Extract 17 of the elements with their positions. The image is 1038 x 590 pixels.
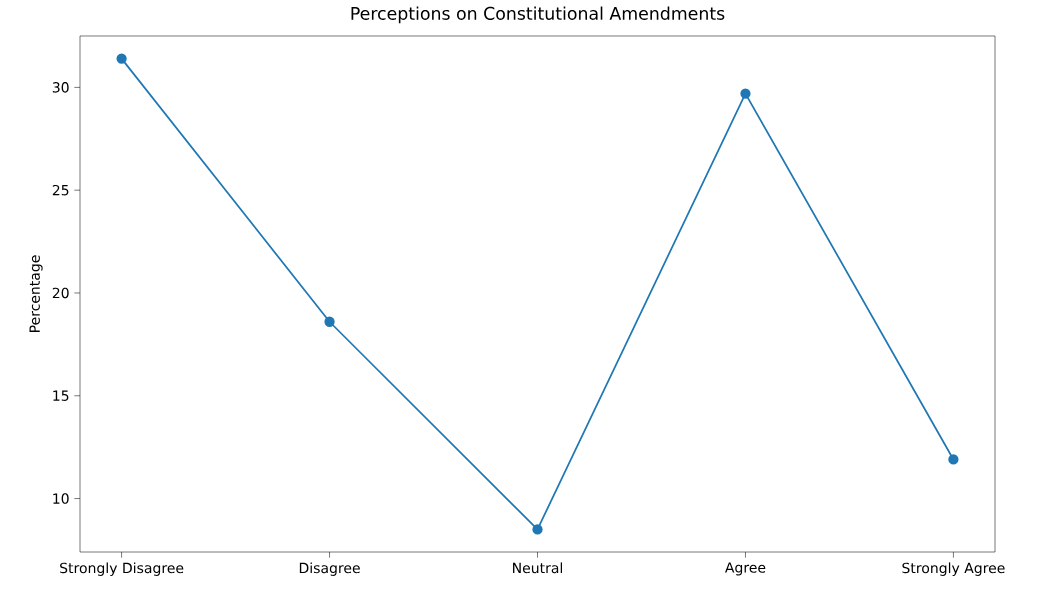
point (116, 53, 127, 64)
y-tick-label: 10 (53, 493, 69, 504)
x-tick-label: Disagree (299, 562, 360, 576)
point (948, 454, 959, 465)
y-tick-label: 25 (52, 184, 69, 196)
y-tick-label: 30 (52, 82, 69, 93)
chart-title: Perceptions on Constitutional Amendments (351, 6, 725, 24)
x-tick-label: Neutral (513, 562, 563, 574)
point (740, 88, 751, 99)
y-tick-label: 20 (52, 287, 69, 299)
point (532, 524, 543, 535)
y-tick-label: 15 (53, 390, 69, 401)
x-tick-label: Agree (724, 562, 766, 576)
point (324, 316, 335, 327)
y-axis-title: Percentage (29, 255, 43, 332)
x-tick-label: Strongly Disagree (60, 562, 184, 576)
x-tick-label: Strongly Agree (902, 562, 1005, 576)
